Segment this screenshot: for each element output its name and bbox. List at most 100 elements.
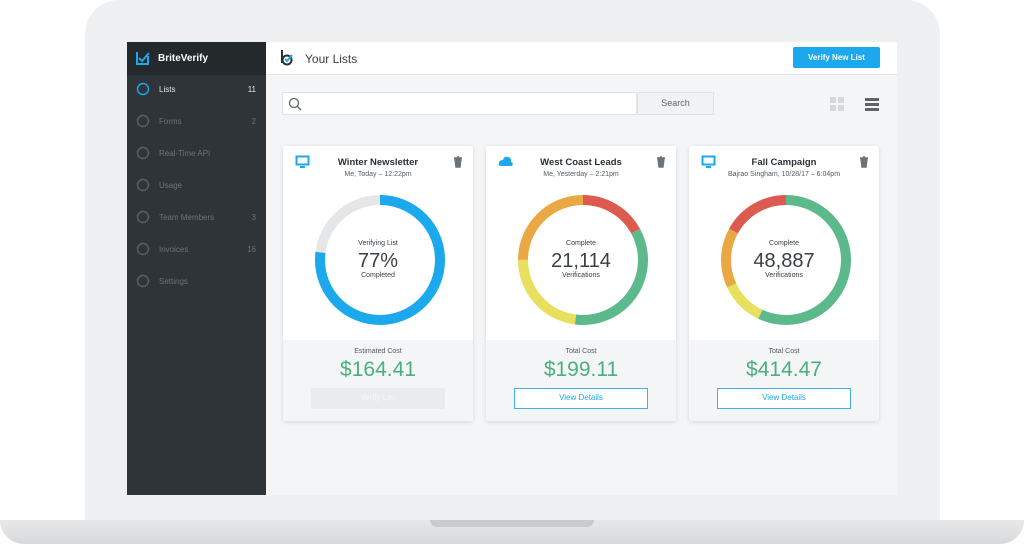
- sidebar-label: Forms: [159, 117, 182, 126]
- sidebar-header: BriteVerify: [127, 42, 266, 75]
- card-icon: [498, 156, 513, 166]
- donut-segment: [315, 195, 445, 325]
- sidebar-item[interactable]: Usage: [127, 175, 266, 197]
- sidebar-label: Settings: [159, 277, 188, 286]
- monitor-stand: [706, 166, 711, 168]
- donut-value: 48,887: [753, 250, 815, 272]
- screen: BriteVerify Lists 11 Forms 2 Real-Time API Us…: [127, 42, 897, 495]
- donut-status: Complete: [769, 240, 799, 247]
- sidebar-icon: [136, 82, 150, 96]
- monitor-icon: [701, 155, 716, 166]
- donut-chart: [721, 195, 851, 325]
- card-icon: [295, 155, 310, 168]
- card-button: Verify List: [311, 388, 445, 409]
- donut-chart: [518, 195, 648, 325]
- donut-segment: [518, 195, 648, 325]
- card-footer: Total Cost $414.47 View Details: [689, 340, 879, 421]
- card-title: Winter Newsletter: [337, 157, 419, 168]
- cost-label: Estimated Cost: [354, 348, 402, 355]
- sidebar-label: Real-Time API: [159, 149, 211, 158]
- sidebar-icon: [136, 178, 150, 192]
- donut-segment: [518, 195, 648, 325]
- top-bar: Your Lists Verify New List: [266, 42, 897, 75]
- card-subtitle: Me, Yesterday – 2:21pm: [543, 171, 619, 178]
- cost-label: Total Cost: [565, 348, 597, 355]
- sidebar-count: 16: [247, 245, 256, 254]
- icon-shape: [136, 82, 150, 96]
- cloud-icon: [498, 156, 513, 166]
- search-button[interactable]: Search: [637, 92, 714, 115]
- icon-shape: [136, 146, 150, 160]
- card-footer: Total Cost $199.11 View Details: [486, 340, 676, 421]
- sidebar-count: 3: [251, 213, 256, 222]
- brand-logo: [136, 52, 150, 65]
- monitor-icon: [295, 155, 310, 166]
- donut-status: Complete: [566, 240, 596, 247]
- icon-shape: [136, 274, 150, 288]
- card-footer: Estimated Cost $164.41 Verify List: [283, 340, 473, 421]
- icon-shape: [136, 210, 150, 224]
- list-card: Fall Campaign Bajrao Singham, 10/28/17 – …: [689, 146, 879, 421]
- verify-new-list-button[interactable]: Verify New List: [793, 47, 880, 68]
- trash-shape: [860, 156, 868, 168]
- donut-segment: [721, 195, 851, 325]
- sidebar-icon: [136, 242, 150, 256]
- donut-segment: [721, 195, 851, 325]
- sidebar-label: Lists: [159, 85, 176, 94]
- donut-value: 21,114: [551, 250, 611, 272]
- list-card: West Coast Leads Me, Yesterday – 2:21pm Co…: [486, 146, 676, 421]
- delete-icon[interactable]: [453, 156, 463, 168]
- list-card: Winter Newsletter Me, Today – 12:22pm Veri…: [283, 146, 473, 421]
- donut-value: 77%: [357, 250, 399, 272]
- sidebar: BriteVerify Lists 11 Forms 2 Real-Time API Us…: [127, 42, 266, 495]
- card-subtitle: Me, Today – 12:22pm: [344, 171, 412, 178]
- brand-name: BriteVerify: [158, 53, 209, 64]
- grid-view-toggle[interactable]: [829, 96, 845, 112]
- app-logo: [281, 50, 293, 66]
- icon-shape: [136, 242, 150, 256]
- card-button[interactable]: View Details: [514, 388, 648, 409]
- donut-segment: [518, 195, 648, 325]
- search-input[interactable]: [282, 92, 637, 115]
- sidebar-item[interactable]: Settings: [127, 271, 266, 293]
- sidebar-count: 2: [251, 117, 256, 126]
- card-icon: [701, 155, 716, 168]
- list-view-toggle[interactable]: [864, 96, 880, 112]
- trash-shape: [657, 156, 665, 168]
- sidebar-icon: [136, 210, 150, 224]
- sidebar-item[interactable]: Team Members 3: [127, 207, 266, 229]
- delete-icon[interactable]: [656, 156, 666, 168]
- sidebar-icon: [136, 114, 150, 128]
- card-title: West Coast Leads: [540, 157, 622, 168]
- donut-status: Verifying List: [358, 240, 398, 247]
- delete-icon[interactable]: [859, 156, 869, 168]
- laptop-notch: [430, 520, 594, 527]
- cost-label: Total Cost: [768, 348, 800, 355]
- sidebar-label: Invoices: [159, 245, 189, 254]
- donut-caption: Completed: [361, 272, 395, 279]
- trash-shape: [454, 156, 462, 168]
- cost-value: $414.47: [746, 358, 822, 381]
- cost-value: $199.11: [543, 358, 619, 381]
- sidebar-item[interactable]: Real-Time API: [127, 143, 266, 165]
- sidebar-count: 11: [247, 85, 256, 94]
- sidebar-item[interactable]: Forms 2: [127, 111, 266, 133]
- donut-caption: Verifications: [765, 272, 803, 279]
- card-title: Fall Campaign: [751, 157, 817, 168]
- card-subtitle: Bajrao Singham, 10/28/17 – 6:04pm: [727, 171, 841, 178]
- card-button[interactable]: View Details: [717, 388, 851, 409]
- monitor-stand: [300, 166, 305, 168]
- icon-shape: [136, 178, 150, 192]
- sidebar-item[interactable]: Lists 11: [127, 79, 266, 101]
- sidebar-label: Usage: [159, 181, 183, 190]
- search-icon: [288, 97, 302, 111]
- sidebar-icon: [136, 274, 150, 288]
- sidebar-item[interactable]: Invoices 16: [127, 239, 266, 261]
- sidebar-label: Team Members: [159, 213, 215, 222]
- page-title: Your Lists: [305, 52, 358, 66]
- cost-value: $164.41: [340, 358, 416, 381]
- donut-caption: Verifications: [562, 272, 600, 279]
- donut-chart: [315, 195, 445, 325]
- sidebar-icon: [136, 146, 150, 160]
